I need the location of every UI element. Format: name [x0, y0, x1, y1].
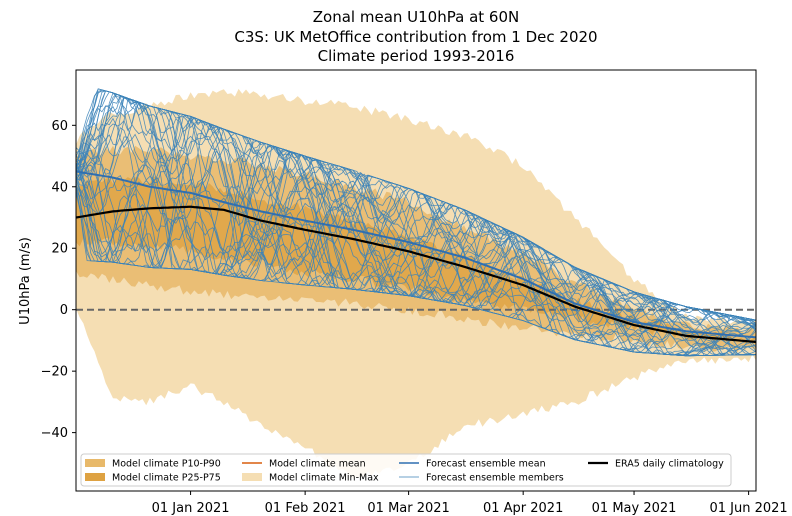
legend-label: ERA5 daily climatology	[615, 459, 724, 470]
ensemble-member-line	[76, 132, 756, 327]
legend-label: Model climate Min-Max	[269, 473, 379, 484]
legend-swatch	[85, 473, 105, 481]
ensemble-member-line	[76, 91, 756, 357]
title-line-3: Climate period 1993-2016	[318, 47, 515, 65]
ensemble-member-line	[76, 102, 756, 356]
chart-title: Zonal mean U10hPa at 60N C3S: UK MetOffi…	[234, 8, 597, 65]
x-tick-label: 01 Mar 2021	[367, 501, 449, 516]
legend-swatch	[242, 473, 262, 481]
y-tick-label: −20	[41, 365, 68, 380]
plot-frame	[75, 69, 757, 492]
x-tick-label: 01 Apr 2021	[483, 501, 563, 516]
legend-swatch	[85, 459, 105, 467]
title-line-1: Zonal mean U10hPa at 60N	[313, 8, 519, 26]
y-tick-label: −40	[41, 426, 68, 441]
y-axis-label: U10hPa (m/s)	[18, 237, 33, 325]
ensemble-member-line	[76, 118, 756, 356]
ensemble-members	[76, 88, 756, 357]
era5-climatology-line	[76, 205, 756, 344]
band-p25-p75	[76, 176, 756, 345]
title-line-2: C3S: UK MetOffice contribution from 1 De…	[234, 28, 597, 46]
plot-area	[76, 88, 756, 480]
x-tick-label: 01 Feb 2021	[265, 501, 346, 516]
ensemble-member-line	[76, 127, 756, 329]
axes: 60 40 20 0 −20 −40 01 Jan 2021 01 Feb 2021 01 Ma…	[41, 119, 788, 516]
legend-label: Model climate mean	[269, 459, 366, 470]
x-tick-label: 01 Jan 2021	[152, 501, 230, 516]
y-tick-label: 40	[51, 180, 68, 195]
x-tick-label: 01 May 2021	[592, 501, 677, 516]
y-tick-label: 0	[60, 303, 68, 318]
y-tick-label: 20	[51, 242, 68, 257]
legend-label: Model climate P25-P75	[112, 473, 221, 484]
ensemble-member-line	[76, 90, 756, 357]
y-tick-label: 60	[51, 119, 68, 134]
legend-label: Forecast ensemble members	[426, 473, 564, 484]
legend: Model climate P10-P90 Model climate P25-P…	[80, 453, 732, 487]
x-tick-label: 01 Jun 2021	[710, 501, 788, 516]
legend-label: Forecast ensemble mean	[426, 459, 546, 470]
ensemble-mean-line	[76, 170, 756, 339]
legend-label: Model climate P10-P90	[112, 459, 221, 470]
